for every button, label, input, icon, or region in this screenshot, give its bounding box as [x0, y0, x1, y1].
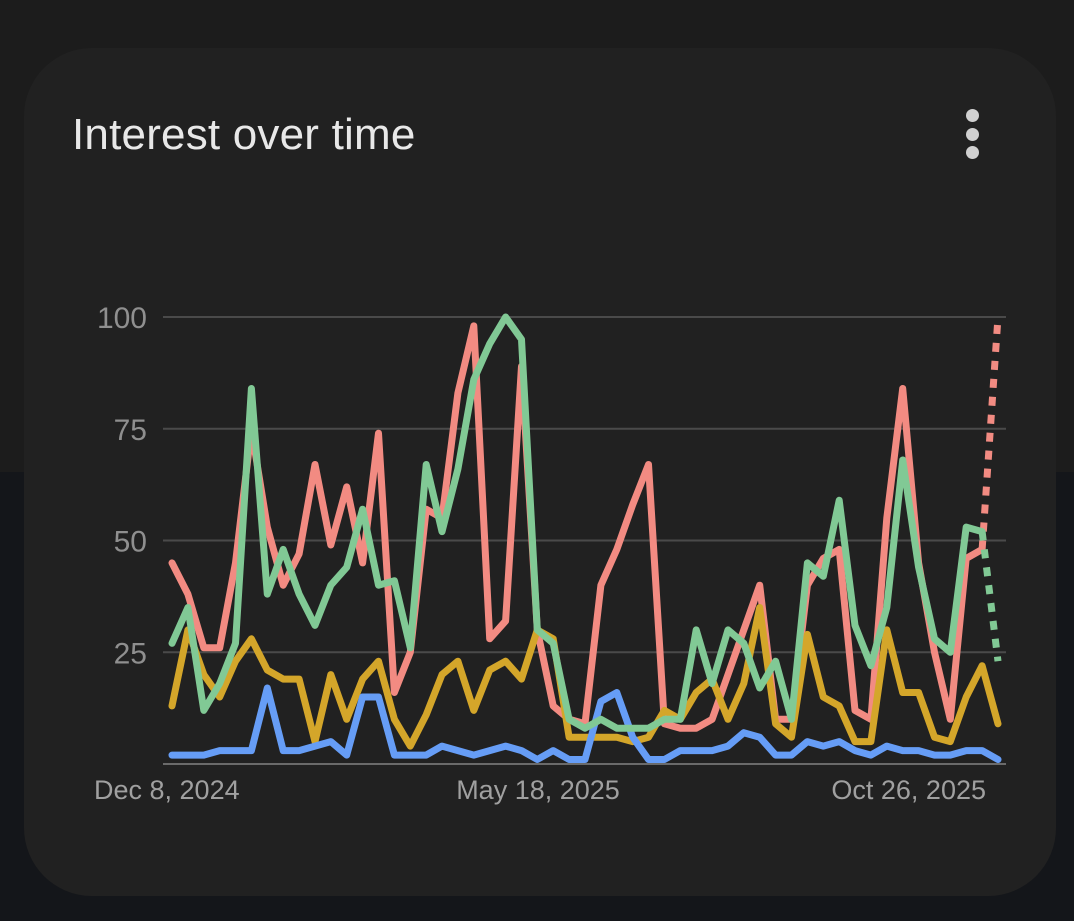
y-tick-label-75: 75	[114, 414, 147, 447]
series-partial-2	[978, 531, 1002, 662]
more-vert-icon[interactable]	[954, 104, 990, 164]
series-line-0	[168, 322, 986, 732]
series-partial-0	[978, 316, 1002, 550]
chart-title: Interest over time	[72, 110, 416, 159]
menu-dot	[965, 127, 979, 141]
series-lines	[168, 313, 1002, 763]
x-tick-label: Dec 8, 2024	[94, 775, 240, 805]
menu-dot	[965, 109, 979, 122]
x-tick-label: Oct 26, 2025	[831, 775, 986, 805]
x-axis-labels: Dec 8, 2024 May 18, 2025 Oct 26, 2025	[94, 775, 986, 805]
series-line-1	[168, 604, 1002, 750]
y-tick-label-100: 100	[97, 302, 147, 335]
y-tick-label-25: 25	[114, 637, 147, 670]
y-axis-labels: 25 50 75 100	[97, 302, 147, 670]
y-tick-label-50: 50	[114, 526, 147, 559]
series-line-2	[168, 313, 986, 732]
menu-dot	[965, 146, 979, 159]
series-line-3	[168, 684, 1002, 763]
x-tick-label: May 18, 2025	[456, 775, 620, 805]
